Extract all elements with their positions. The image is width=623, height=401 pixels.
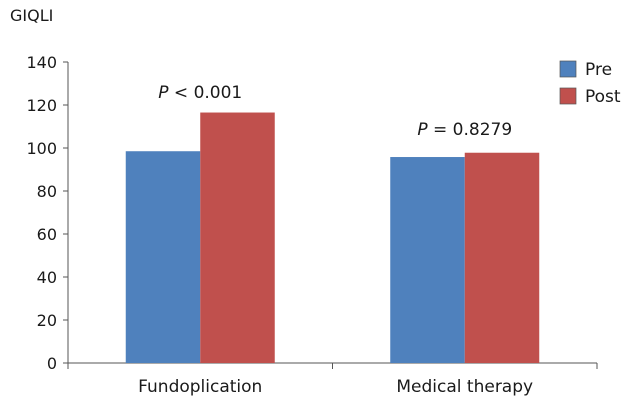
y-axis-label: GIQLI [10,6,53,25]
y-tick-label: 100 [26,139,57,158]
legend-swatch-pre [559,60,577,78]
y-tick-label: 40 [37,268,57,287]
y-tick-label: 0 [47,354,57,373]
legend: Pre Post [559,60,621,107]
y-tick-label: 80 [37,182,57,201]
legend-label-pre: Pre [585,60,612,80]
x-category-label: Medical therapy [396,377,533,397]
bar-pre-2 [390,157,465,363]
legend-label-post: Post [585,87,621,107]
p-value-annotation: P < 0.001 [158,83,242,103]
y-tick-label: 20 [37,311,57,330]
p-value-annotation: P = 0.8279 [417,120,512,140]
legend-swatch-post [559,87,577,105]
y-tick-label: 60 [37,225,57,244]
bar-post-1 [200,112,275,364]
bar-post-2 [464,152,540,363]
y-tick-label: 120 [26,96,57,115]
y-tick-label: 140 [26,53,57,72]
x-category-label: Fundoplication [138,377,262,397]
bar-pre-1 [125,151,201,363]
